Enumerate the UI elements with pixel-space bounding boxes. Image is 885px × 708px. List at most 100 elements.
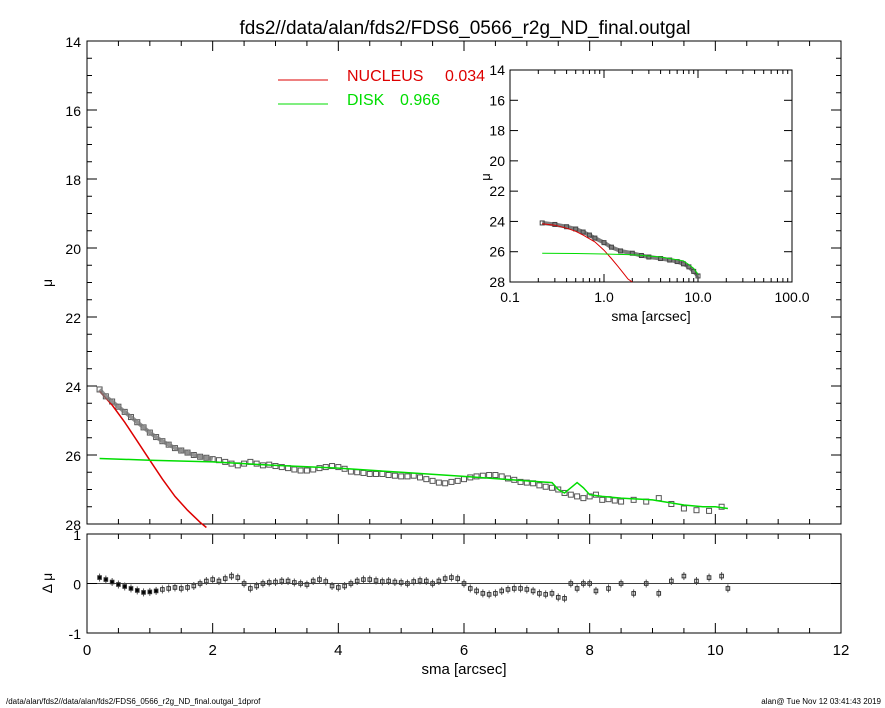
inset-data-point (552, 221, 558, 227)
residual-data-point (310, 578, 316, 584)
main-data-point (574, 493, 581, 500)
residual-x-tick-label: 12 (833, 642, 850, 659)
inset-x-axis-label: sma [arcsec] (611, 308, 690, 324)
main-data-point (360, 469, 367, 476)
residual-data-point (216, 578, 222, 584)
residual-data-point (160, 587, 165, 592)
residual-data-point (505, 587, 511, 592)
main-data-point (504, 475, 511, 482)
residual-data-point (273, 579, 278, 585)
residual-x-tick-label: 8 (585, 642, 593, 659)
residual-data-point (618, 581, 624, 586)
residual-data-point (518, 586, 523, 591)
inset-y-tick-label: 24 (489, 213, 505, 229)
residual-data-point (480, 591, 486, 596)
residual-data-point (348, 581, 354, 586)
residual-data-point (380, 579, 385, 584)
main-data-point (461, 476, 467, 483)
residual-data-point (474, 588, 479, 594)
residual-data-point (524, 587, 530, 592)
inset-y-tick-label: 14 (489, 62, 505, 78)
residual-series-group (87, 572, 841, 603)
main-plot-panel: 14 16 18 20 22 24 26 28 μ (39, 34, 842, 533)
inset-disk-model-line (542, 252, 699, 275)
residual-data-point (229, 573, 234, 579)
residual-data-point (706, 575, 712, 580)
residual-y-axis: 1 0 -1 (69, 527, 841, 642)
main-data-point (611, 497, 618, 504)
main-data-point (561, 489, 568, 496)
residual-data-point (424, 578, 429, 584)
residual-data-point (354, 578, 360, 584)
main-data-point (404, 473, 411, 480)
residual-data-point (442, 576, 448, 581)
residual-data-point (606, 586, 611, 591)
main-y-tick-label: 28 (65, 517, 81, 533)
residual-data-point (574, 586, 580, 591)
residual-data-point (725, 586, 731, 591)
legend-disk-label: DISK (347, 92, 385, 109)
main-data-point (567, 491, 574, 498)
main-data-point (398, 473, 405, 480)
residual-y-tick-label: -1 (69, 626, 82, 642)
residual-data-point (719, 573, 724, 579)
residual-plot-panel: 10-1 0 2 4 6 8 10 12 Δ μ sma [arcsec] (39, 527, 849, 678)
inset-data-point (618, 248, 624, 254)
inset-plot-panel: 14 16 18 20 22 24 26 28 0.1 1.0 10.0 100.0 μ sma [… (478, 62, 810, 324)
main-data-point (555, 486, 562, 493)
main-y-tick-label: 20 (65, 241, 81, 257)
main-data-point (706, 507, 713, 514)
residual-x-tick-label: 0 (83, 642, 91, 659)
main-data-point (347, 468, 354, 475)
main-data-point (580, 495, 587, 502)
residual-x-tick-label: 4 (334, 642, 342, 659)
residual-data-point (172, 585, 178, 590)
main-data-point (542, 483, 549, 490)
inset-data-point (646, 254, 652, 260)
residual-data-point (543, 592, 548, 597)
residual-data-point (669, 578, 674, 584)
inset-y-tick-label: 16 (489, 92, 505, 108)
residual-data-point (178, 586, 184, 591)
legend-nucleus-value: 0.034 (445, 68, 485, 85)
inset-plot-frame (509, 69, 793, 283)
inset-y-tick-label: 26 (489, 244, 505, 260)
residual-data-point (285, 578, 291, 584)
residual-y-tick-label: 1 (73, 527, 81, 543)
main-data-point (303, 467, 310, 474)
inset-observed-profile-line (541, 220, 700, 278)
residual-data-point (530, 588, 536, 594)
inset-data-point (592, 235, 598, 241)
residual-data-point (455, 576, 461, 581)
residual-data-point (486, 592, 492, 597)
residual-data-point (562, 596, 567, 601)
residual-data-point (694, 578, 699, 584)
main-nucleus-model-line (99, 390, 207, 529)
inset-y-tick-label: 28 (489, 274, 505, 290)
inset-data-point (601, 240, 607, 246)
main-y-tick-label: 26 (65, 448, 81, 464)
residual-data-point (116, 582, 121, 587)
inset-y-axis: 14 16 18 20 22 24 26 28 (489, 62, 792, 290)
main-x-axis-ticks (86, 41, 842, 524)
main-data-point (417, 474, 424, 481)
main-data-point (655, 495, 662, 502)
residual-data-point (499, 588, 504, 594)
residual-data-point (279, 578, 285, 584)
residual-data-point (392, 579, 398, 585)
residual-data-point (222, 576, 228, 581)
residual-data-point (134, 588, 140, 593)
main-data-point (618, 498, 625, 505)
residual-data-point (109, 579, 115, 585)
residual-data-point (417, 578, 423, 583)
residual-data-point (336, 585, 341, 590)
main-y-axis: 14 16 18 20 22 24 26 28 (65, 34, 841, 533)
residual-y-tick-label: 0 (73, 577, 81, 593)
residual-data-point (122, 584, 128, 589)
main-disk-model-line (99, 457, 729, 510)
residual-data-point (511, 586, 517, 591)
main-observed-profile-line (98, 388, 214, 462)
residual-x-axis-label: sma [arcsec] (421, 661, 506, 678)
main-data-point (492, 472, 499, 479)
